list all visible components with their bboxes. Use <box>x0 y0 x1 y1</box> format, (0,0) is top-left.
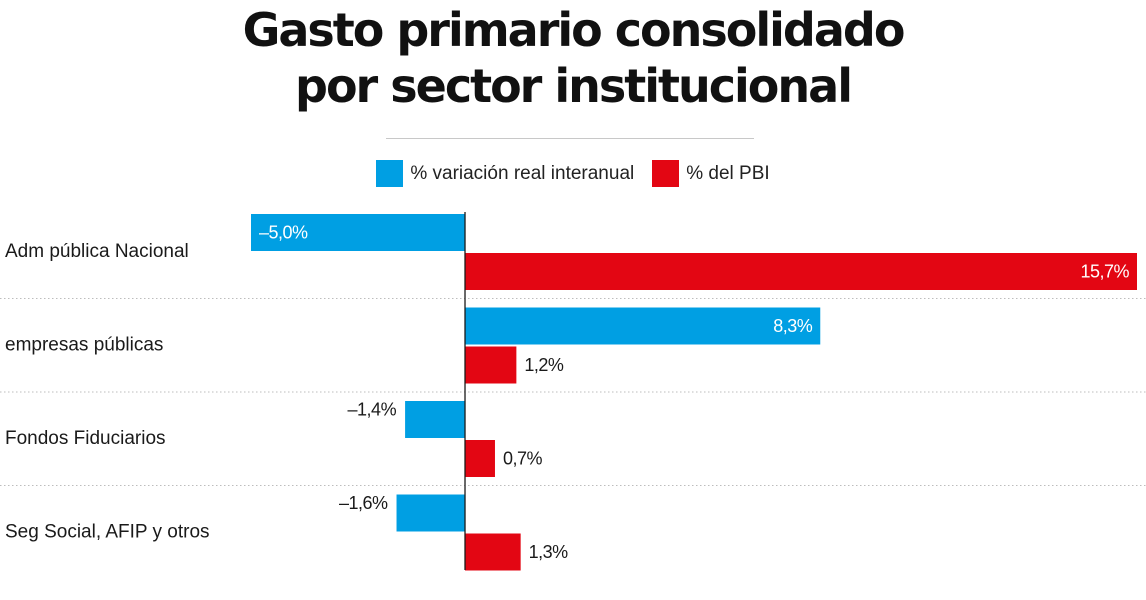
category-label: empresas públicas <box>5 335 163 356</box>
category-label: Seg Social, AFIP y otros <box>5 522 210 543</box>
bar <box>465 440 495 477</box>
bar <box>465 307 821 345</box>
category-label: Adm pública Nacional <box>5 241 189 262</box>
bar <box>465 533 521 571</box>
category-label: Fondos Fiduciarios <box>5 428 166 449</box>
legend: % variación real interanual % del PBI <box>0 160 1146 187</box>
data-label: –1,6% <box>339 493 388 513</box>
bar <box>251 214 466 251</box>
bar <box>465 346 517 384</box>
bar <box>396 494 466 532</box>
data-label: 1,3% <box>529 542 569 562</box>
data-label: 8,3% <box>773 316 813 336</box>
data-label: 0,7% <box>503 449 543 469</box>
data-label: 1,2% <box>524 355 564 375</box>
data-label: –1,4% <box>348 400 397 420</box>
legend-swatch-variation <box>376 160 404 187</box>
bar <box>405 401 466 438</box>
legend-label-pbi: % del PBI <box>686 162 770 184</box>
legend-swatch-pbi <box>652 160 680 187</box>
data-label: 15,7% <box>1080 262 1129 282</box>
data-label: –5,0% <box>259 223 308 243</box>
chart-title-line-1: Gasto primario consolidado <box>242 3 906 57</box>
chart-title: Gasto primario consolidado por sector in… <box>0 2 1146 114</box>
bar <box>465 253 1138 290</box>
chart-title-line-2: por sector institucional <box>295 59 853 113</box>
legend-item-pbi: % del PBI <box>652 160 770 187</box>
title-divider <box>386 138 754 139</box>
legend-label-variation: % variación real interanual <box>410 162 635 184</box>
legend-item-variation: % variación real interanual <box>376 160 634 187</box>
